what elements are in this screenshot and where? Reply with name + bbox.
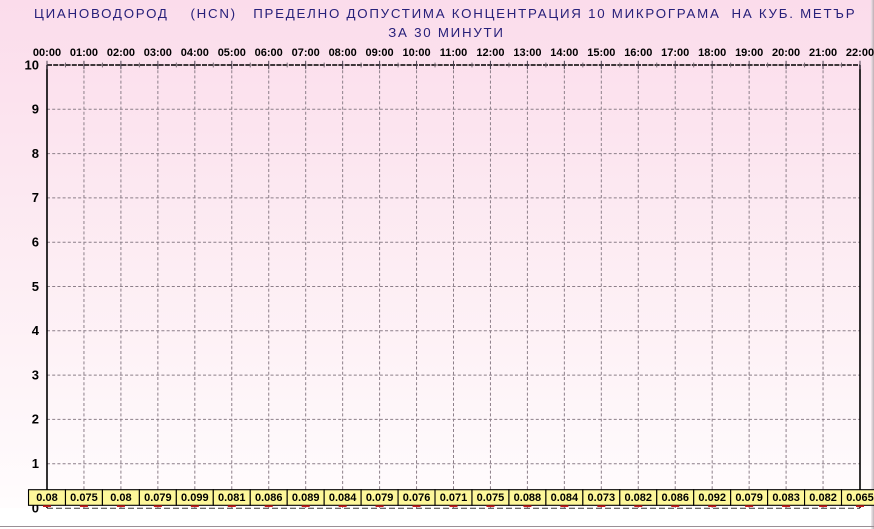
svg-text:0.076: 0.076 xyxy=(403,492,431,504)
svg-text:13:00: 13:00 xyxy=(513,47,541,59)
svg-text:0.071: 0.071 xyxy=(440,492,468,504)
svg-text:9: 9 xyxy=(32,102,39,117)
svg-text:01:00: 01:00 xyxy=(70,47,98,59)
svg-text:0.092: 0.092 xyxy=(698,492,726,504)
svg-text:0.079: 0.079 xyxy=(366,492,394,504)
svg-text:0.084: 0.084 xyxy=(329,492,357,504)
svg-text:17:00: 17:00 xyxy=(661,47,689,59)
svg-text:19:00: 19:00 xyxy=(735,47,763,59)
svg-text:7: 7 xyxy=(32,190,39,205)
svg-text:0.08: 0.08 xyxy=(36,492,57,504)
svg-text:05:00: 05:00 xyxy=(218,47,246,59)
svg-text:2: 2 xyxy=(32,412,39,427)
svg-text:4: 4 xyxy=(32,323,40,338)
svg-text:0.081: 0.081 xyxy=(218,492,246,504)
svg-text:04:00: 04:00 xyxy=(181,47,209,59)
svg-text:06:00: 06:00 xyxy=(255,47,283,59)
svg-text:10: 10 xyxy=(25,57,39,72)
svg-text:15:00: 15:00 xyxy=(587,47,615,59)
svg-text:22:00: 22:00 xyxy=(846,47,874,59)
svg-text:14:00: 14:00 xyxy=(550,47,578,59)
svg-text:20:00: 20:00 xyxy=(772,47,800,59)
svg-text:16:00: 16:00 xyxy=(624,47,652,59)
svg-text:3: 3 xyxy=(32,367,39,382)
svg-text:0.08: 0.08 xyxy=(110,492,131,504)
svg-text:11:00: 11:00 xyxy=(440,47,468,59)
svg-text:0.088: 0.088 xyxy=(514,492,542,504)
svg-text:18:00: 18:00 xyxy=(698,47,726,59)
svg-text:02:00: 02:00 xyxy=(107,47,135,59)
svg-text:21:00: 21:00 xyxy=(809,47,837,59)
svg-text:8: 8 xyxy=(32,146,39,161)
svg-text:00:00: 00:00 xyxy=(33,47,61,59)
svg-text:03:00: 03:00 xyxy=(144,47,172,59)
svg-text:0.083: 0.083 xyxy=(772,492,800,504)
svg-text:0.082: 0.082 xyxy=(625,492,653,504)
svg-text:0.099: 0.099 xyxy=(181,492,209,504)
svg-text:0.075: 0.075 xyxy=(70,492,98,504)
svg-text:0.089: 0.089 xyxy=(292,492,320,504)
svg-text:07:00: 07:00 xyxy=(292,47,320,59)
svg-text:08:00: 08:00 xyxy=(329,47,357,59)
svg-text:12:00: 12:00 xyxy=(476,47,504,59)
svg-text:0.073: 0.073 xyxy=(588,492,616,504)
svg-text:0.065: 0.065 xyxy=(846,492,874,504)
svg-text:10:00: 10:00 xyxy=(402,47,430,59)
svg-text:0.086: 0.086 xyxy=(661,492,689,504)
svg-text:09:00: 09:00 xyxy=(366,47,394,59)
svg-text:0.082: 0.082 xyxy=(809,492,837,504)
svg-text:0.084: 0.084 xyxy=(551,492,579,504)
svg-text:0.086: 0.086 xyxy=(255,492,283,504)
svg-text:0.075: 0.075 xyxy=(477,492,505,504)
svg-text:0.079: 0.079 xyxy=(144,492,172,504)
svg-text:0.079: 0.079 xyxy=(735,492,763,504)
svg-text:5: 5 xyxy=(32,279,39,294)
svg-text:1: 1 xyxy=(32,456,39,471)
svg-text:6: 6 xyxy=(32,235,39,250)
